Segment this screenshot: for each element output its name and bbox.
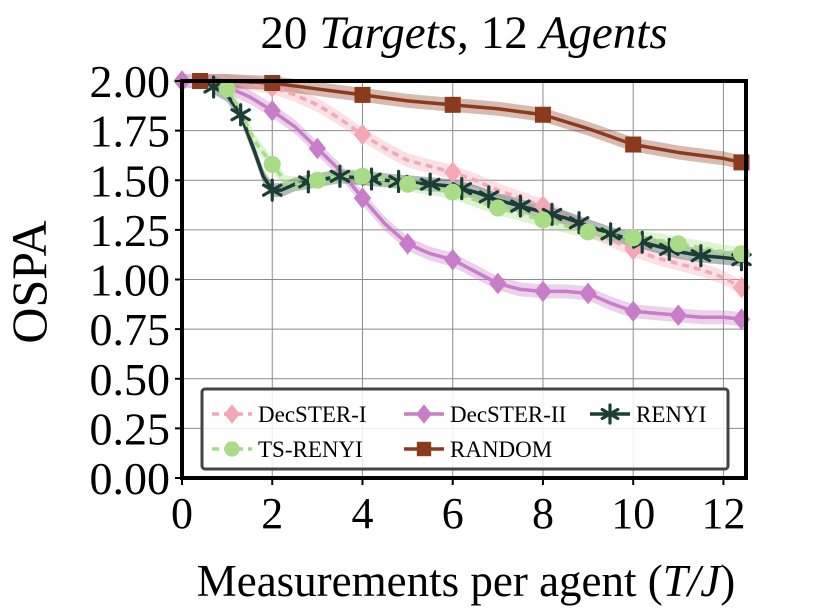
renyi-marker (600, 222, 621, 246)
title-agent-count: 12 (481, 7, 528, 59)
y-tick-label: 1.25 (90, 205, 171, 256)
decster-ii-marker (669, 304, 687, 327)
chart-title: 20 Targets, 12 Agents (260, 7, 667, 59)
y-tick-label: 0.50 (90, 354, 171, 405)
renyi-marker (230, 103, 251, 127)
random-marker (444, 96, 461, 113)
title-target-count: 20 (260, 7, 307, 59)
ts-renyi-marker (489, 199, 507, 217)
ts-renyi-marker (534, 211, 552, 229)
ts-renyi-marker (669, 235, 687, 253)
random-marker (625, 136, 642, 153)
x-axis-label: Measurements per agent (T/J) (197, 556, 736, 606)
random-marker (534, 106, 551, 123)
decster-i-marker (353, 123, 372, 146)
y-tick-label: 1.00 (90, 255, 171, 306)
ts-renyi-marker (218, 80, 236, 98)
ts-renyi-marker (444, 183, 462, 201)
x-tick-label: 12 (701, 489, 745, 538)
legend-marker-renyi (600, 403, 620, 425)
renyi-marker (329, 164, 351, 188)
x-axis-label-text: Measurements per agent ( (197, 556, 663, 606)
legend-marker-decster-ii (416, 404, 432, 424)
y-tick-labels: 0.000.250.500.751.001.251.501.752.00 (90, 56, 182, 504)
decster-ii-marker (489, 272, 507, 295)
ts-renyi-marker (399, 175, 417, 193)
renyi-marker (419, 172, 441, 196)
renyi-marker (510, 194, 531, 218)
legend-label-random: RANDOM (450, 437, 552, 462)
x-axis-label-math: T/J (663, 556, 723, 606)
y-axis-label: OSPA (1, 220, 57, 343)
x-tick-label: 2 (261, 489, 283, 538)
title-agents-word: Agents (537, 7, 668, 59)
ts-renyi-marker (308, 171, 326, 189)
random-marker (354, 86, 371, 103)
ts-renyi-marker (353, 167, 371, 185)
decster-ii-marker (624, 300, 642, 323)
x-tick-label: 4 (351, 489, 373, 538)
decster-ii-marker (534, 280, 552, 303)
legend-label-renyi: RENYI (636, 402, 706, 427)
x-tick-label: 0 (171, 489, 193, 538)
renyi-marker (261, 178, 283, 202)
legend-label-decster-i: DecSTER-I (258, 402, 367, 427)
decster-ii-marker (263, 99, 281, 122)
y-tick-label: 0.25 (90, 403, 171, 454)
legend-box (200, 387, 730, 471)
x-tick-label: 8 (532, 489, 554, 538)
decster-ii-marker (444, 248, 462, 271)
legend-label-ts-renyi: TS-RENYI (258, 437, 363, 462)
legend-marker-random (416, 441, 432, 457)
y-tick-label: 0.00 (90, 453, 171, 504)
x-tick-label: 10 (611, 489, 655, 538)
decster-ii-marker (579, 282, 597, 305)
x-tick-label: 6 (442, 489, 464, 538)
title-targets-word: Targets (319, 7, 457, 59)
x-axis-label-close: ) (720, 556, 735, 606)
legend-label-decster-ii: DecSTER-II (450, 402, 566, 427)
legend-marker-ts-renyi (224, 441, 240, 457)
decster-i-line (182, 79, 743, 289)
y-tick-label: 1.75 (90, 106, 171, 157)
ts-renyi-marker (263, 155, 281, 173)
legend-marker-decster-i (224, 404, 240, 424)
y-tick-label: 0.75 (90, 304, 171, 355)
ts-renyi-marker (624, 229, 642, 247)
y-tick-label: 1.50 (90, 155, 171, 206)
random-band (200, 74, 742, 170)
y-tick-label: 2.00 (90, 56, 171, 107)
x-tick-labels: 0 2 4 6 8 10 12 (171, 478, 745, 538)
decster-ii-marker (308, 137, 327, 160)
title-separator: , (457, 7, 469, 59)
renyi-marker (690, 244, 712, 268)
ts-renyi-marker (579, 223, 597, 241)
decster-ii-marker (398, 232, 417, 255)
ts-renyi-line (225, 88, 742, 256)
legend: DecSTER-I DecSTER-II RENYI TS-RENYI RANDOM (200, 387, 730, 471)
decster-ii-marker (353, 187, 372, 209)
